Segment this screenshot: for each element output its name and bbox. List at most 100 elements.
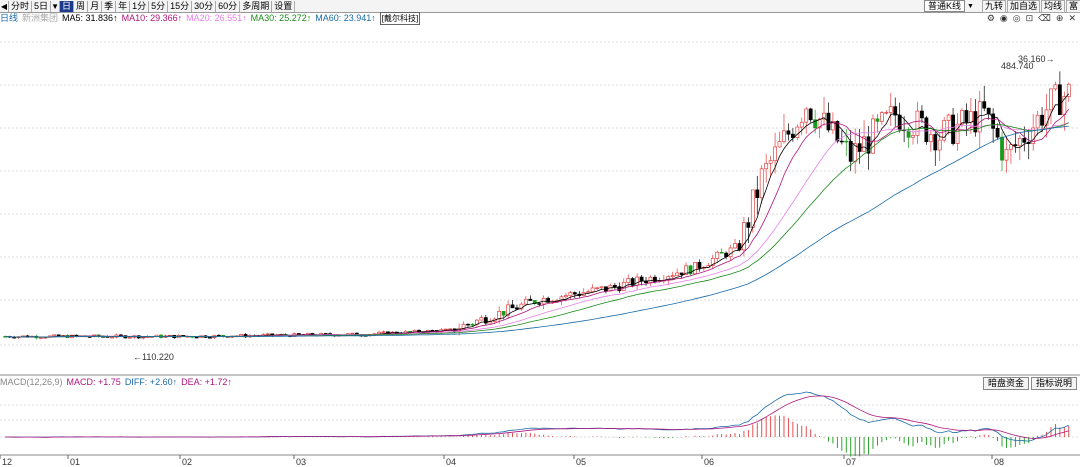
candle <box>991 108 996 143</box>
candle <box>568 290 573 300</box>
candle <box>1040 106 1044 133</box>
candle-body <box>377 331 381 335</box>
zoom-in-icon[interactable]: ⊕ <box>1055 13 1064 23</box>
stock-tag[interactable]: [戴尔科技] <box>379 12 421 25</box>
candle-body <box>1053 84 1058 90</box>
candle <box>684 262 688 276</box>
candle <box>1026 129 1031 160</box>
company-name: 新洲集团 <box>22 13 59 23</box>
period-tab-6[interactable]: 年 <box>116 0 131 12</box>
arrow-left-icon[interactable]: ◀ <box>0 0 9 12</box>
ma10-value: MA10: 29.366↑ <box>121 13 183 23</box>
candle-body <box>1040 114 1044 126</box>
candle <box>688 264 693 276</box>
candle <box>216 334 221 337</box>
right-button-1[interactable]: 加自选 <box>1007 0 1041 13</box>
settings-icon[interactable]: ⚙ <box>986 13 995 23</box>
candle-body <box>635 276 640 286</box>
candle-body <box>684 265 688 276</box>
macd-legend: MACD(12,26,9) MACD: +1.75 DIFF: +2.60↑ D… <box>0 377 232 389</box>
candle-body <box>208 337 212 339</box>
candle-body <box>1057 84 1062 115</box>
macd-tab-1[interactable]: 指标说明 <box>1030 377 1077 390</box>
candle-body <box>835 121 840 142</box>
candle <box>697 259 702 272</box>
candle <box>675 268 680 277</box>
period-tab-11[interactable]: 60分 <box>216 0 241 12</box>
candle-body <box>790 133 795 138</box>
candle <box>1044 93 1049 138</box>
period-tab-13[interactable]: 设置 <box>272 0 296 12</box>
ma-legend: 日线 新洲集团 MA5: 31.836↑ MA10: 29.366↑ MA20:… <box>0 12 1080 25</box>
candle <box>742 216 746 257</box>
ma5-value: MA5: 31.836↑ <box>62 13 118 23</box>
candle-body <box>590 287 595 292</box>
candle <box>541 295 546 310</box>
right-button-3[interactable]: 富 <box>1066 0 1080 13</box>
eye-icon[interactable]: ◉ <box>999 13 1008 23</box>
candle <box>755 175 760 215</box>
macd-tab-0[interactable]: 暗盘资金 <box>982 377 1029 390</box>
period-tab-1[interactable]: 5日 <box>32 0 52 12</box>
candle-body <box>448 328 453 330</box>
candle <box>782 114 786 144</box>
chevron-down-icon[interactable]: ▼ <box>967 2 974 10</box>
right-button-0[interactable]: 九转 <box>982 0 1007 13</box>
hide-icon[interactable]: ◎ <box>1012 13 1021 23</box>
period-tab-2[interactable]: 日 <box>60 0 75 12</box>
candle-body <box>679 272 684 276</box>
dropdown-icon[interactable]: ▼ <box>51 0 61 12</box>
period-tab-3[interactable]: 周 <box>74 0 89 12</box>
candle <box>661 275 666 284</box>
right-button-2[interactable]: 均线 <box>1041 0 1066 13</box>
candle <box>1031 114 1036 151</box>
candle <box>172 335 177 339</box>
candle-body <box>537 303 542 305</box>
candle <box>710 254 715 270</box>
candle <box>443 328 448 331</box>
close-icon[interactable]: ✕ <box>1068 13 1076 23</box>
period-tab-4[interactable]: 月 <box>88 0 103 12</box>
candle <box>826 102 831 133</box>
candle <box>879 110 884 125</box>
candle-body <box>595 287 599 289</box>
candle <box>612 282 617 290</box>
kline-type-select[interactable]: 普通K线 <box>924 0 966 12</box>
candle <box>1053 81 1058 91</box>
delete-icon[interactable]: ⌫ <box>1038 13 1051 23</box>
candle-body <box>697 261 702 269</box>
period-tab-12[interactable]: 多周期 <box>240 0 273 12</box>
candle-body <box>1009 144 1013 150</box>
macd-label: MACD(12,26,9) <box>0 377 63 387</box>
candle-body <box>688 265 693 275</box>
candle-body <box>612 284 617 288</box>
candle <box>799 117 804 136</box>
candle <box>835 120 840 144</box>
ma5-line <box>5 93 1070 338</box>
period-tab-9[interactable]: 15分 <box>168 0 193 12</box>
candle-body <box>862 136 866 152</box>
period-tab-8[interactable]: 5分 <box>149 0 169 12</box>
toolbar: ◀ 分时 5日 ▼ 日周月季年 1分 5分 15分 30分 60分 多周期 设置 <box>0 0 1080 13</box>
period-tab-7[interactable]: 1分 <box>130 0 150 12</box>
lock-icon[interactable]: ⊡ <box>1025 13 1034 23</box>
candle-body <box>813 119 818 129</box>
chart-mode-label: 日线 <box>0 13 19 23</box>
marker-annotation: 484.740 <box>1001 61 1034 71</box>
candle <box>831 112 835 135</box>
chart-tools: ⚙ ◉ ◎ ⊡ ⌫ ⊕ ✕ <box>987 13 1076 24</box>
period-tab-10[interactable]: 30分 <box>192 0 217 12</box>
candle <box>995 123 1000 140</box>
candle <box>733 238 737 250</box>
candle-body <box>506 304 510 316</box>
period-tab-5[interactable]: 季 <box>102 0 117 12</box>
candle <box>853 128 858 174</box>
candle-body <box>110 336 114 339</box>
candle <box>759 165 764 204</box>
x-tick-label: 12 <box>2 457 12 467</box>
x-tick-label: 01 <box>70 457 80 467</box>
candle <box>844 129 849 157</box>
candle-body <box>119 334 123 337</box>
period-tab-0[interactable]: 分时 <box>9 0 33 12</box>
